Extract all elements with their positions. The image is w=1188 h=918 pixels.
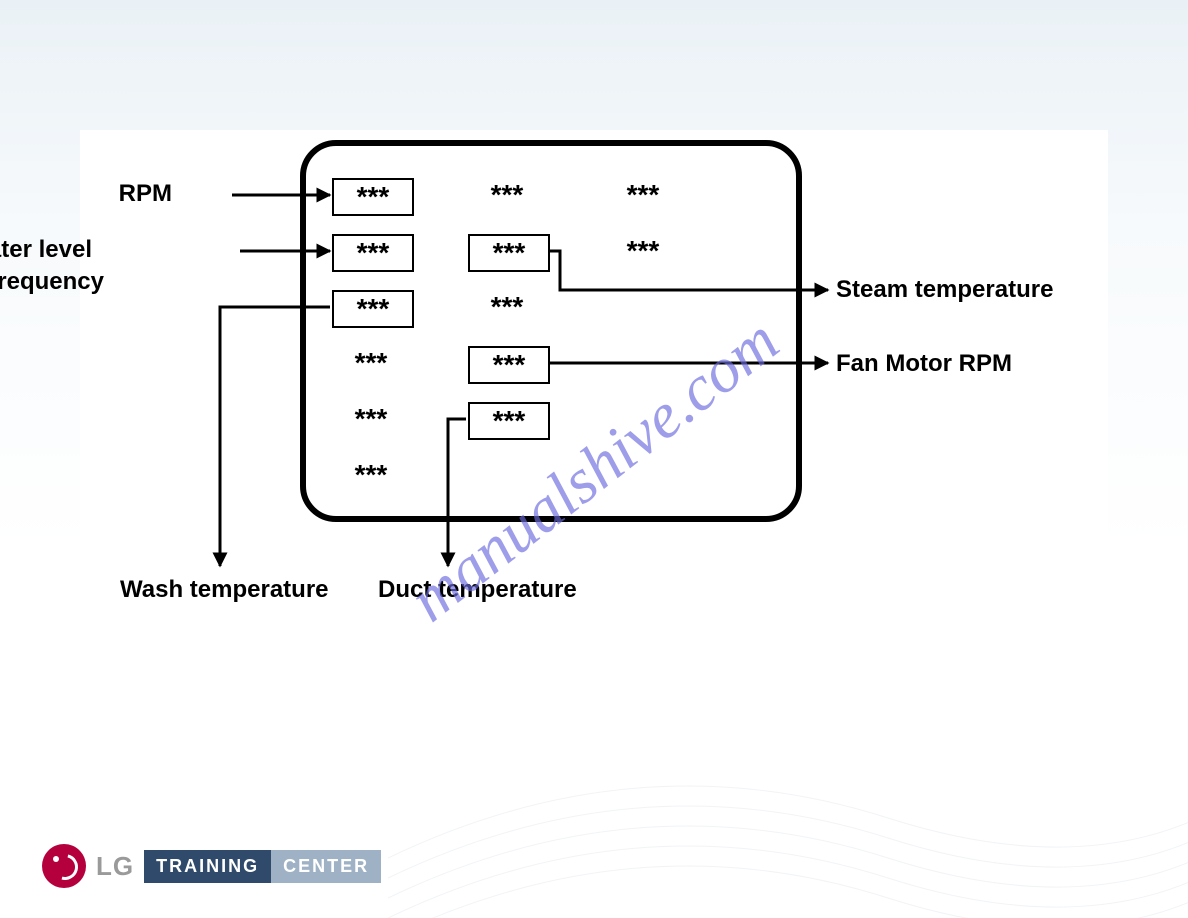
badge-training: TRAINING: [144, 850, 271, 883]
display-cell-r0c1: ***: [468, 178, 546, 212]
diagram-area: RPM Water level frequency Steam temperat…: [80, 130, 1108, 600]
display-cell-r2c1: ***: [468, 290, 546, 324]
label-water-level-line1: Water level: [0, 236, 92, 264]
display-cell-wash-temperature: ***: [332, 290, 414, 328]
label-wash-temperature: Wash temperature: [120, 576, 329, 604]
display-cell-water-level-frequency: ***: [332, 234, 414, 272]
display-cell-fan-motor-rpm: ***: [468, 346, 550, 384]
decorative-waves: [388, 558, 1188, 918]
display-cell-duct-temperature: ***: [468, 402, 550, 440]
display-cell-r1c2: ***: [604, 234, 682, 268]
label-rpm: RPM: [119, 180, 172, 208]
display-cell-steam-temperature: ***: [468, 234, 550, 272]
lg-logo-icon: [42, 844, 86, 888]
slide: RPM Water level frequency Steam temperat…: [0, 0, 1188, 918]
label-water-level-line2: frequency: [0, 268, 104, 296]
display-cell-rpm: ***: [332, 178, 414, 216]
badge-center: CENTER: [271, 850, 381, 883]
lg-logo-text: LG: [96, 851, 134, 882]
label-steam-temperature: Steam temperature: [836, 276, 1053, 304]
training-center-badge: TRAINING CENTER: [144, 850, 381, 883]
display-cell-r5c0: ***: [332, 458, 410, 492]
label-fan-motor-rpm: Fan Motor RPM: [836, 350, 1012, 378]
display-cell-r3c0: ***: [332, 346, 410, 380]
footer-logo: LG TRAINING CENTER: [42, 844, 381, 888]
label-duct-temperature: Duct temperature: [378, 576, 577, 604]
display-cell-r0c2: ***: [604, 178, 682, 212]
display-cell-r4c0: ***: [332, 402, 410, 436]
